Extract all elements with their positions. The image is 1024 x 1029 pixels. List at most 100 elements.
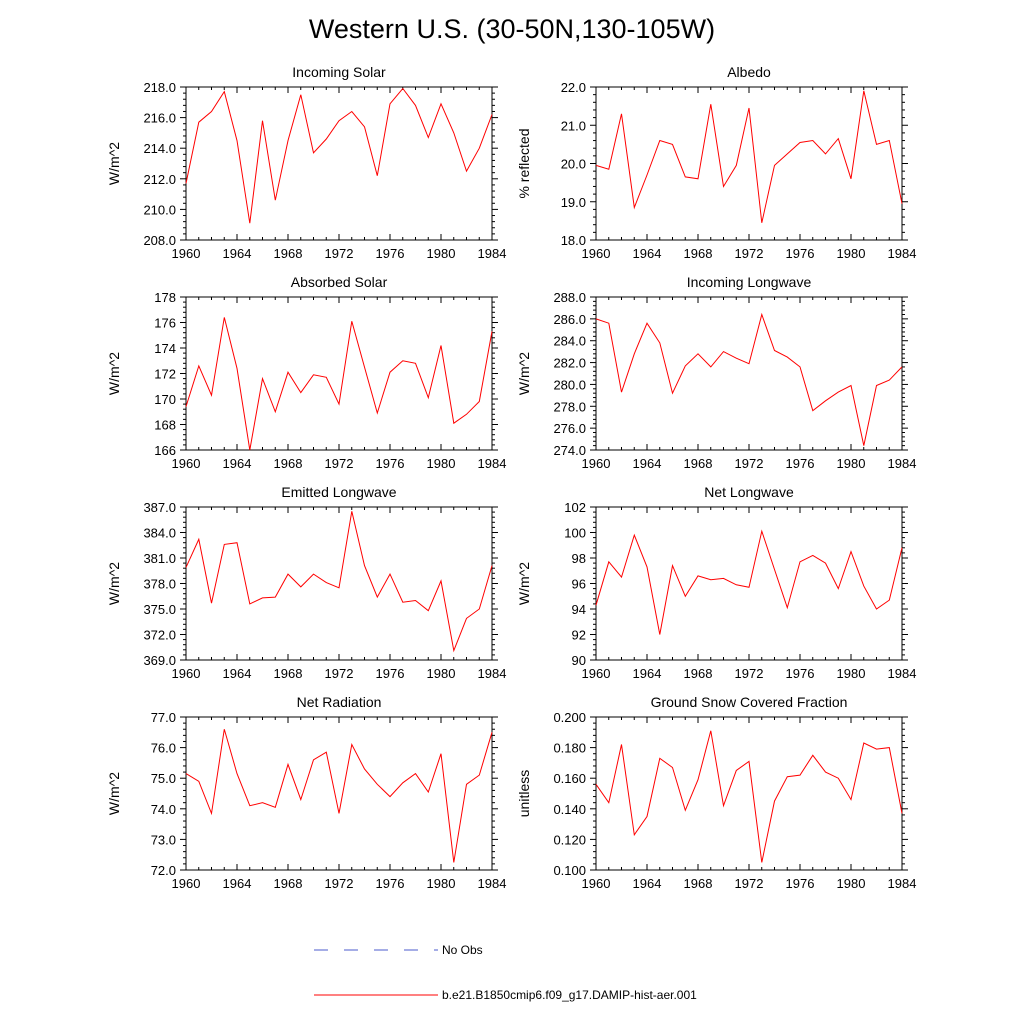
plot-frame	[595, 716, 903, 871]
y-tick-label: 0.180	[553, 741, 586, 756]
x-tick-label: 1976	[786, 666, 815, 681]
x-tick-label: 1964	[633, 876, 662, 891]
series-line	[595, 90, 903, 223]
y-tick-label: 278.0	[553, 399, 586, 414]
y-tick-label: 77.0	[151, 710, 176, 725]
y-axis-label: W/m^2	[106, 772, 122, 815]
x-tick-label: 1964	[223, 666, 252, 681]
series-line	[185, 87, 493, 224]
y-tick-label: 75.0	[151, 771, 176, 786]
figure-title: Western U.S. (30-50N,130-105W)	[309, 14, 715, 44]
panel-title: Incoming Longwave	[687, 274, 812, 290]
series-line	[595, 529, 903, 635]
y-tick-label: 19.0	[561, 195, 586, 210]
y-tick-label: 372.0	[143, 628, 176, 643]
x-tick-label: 1964	[223, 246, 252, 261]
x-tick-label: 1960	[172, 456, 201, 471]
x-tick-label: 1972	[735, 666, 764, 681]
panels: Incoming Solar W/m^2 1960 1964 1968 1972 1976 1…	[106, 64, 916, 891]
y-tick-label: 280.0	[553, 377, 586, 392]
y-tick-label: 92	[572, 628, 586, 643]
x-tick-label: 1968	[274, 666, 303, 681]
panel-title: Net Longwave	[704, 484, 794, 500]
panel: Net Radiation W/m^2 1960 1964 1968 1972 1976 19…	[106, 694, 506, 891]
y-tick-label: 210.0	[143, 202, 176, 217]
x-tick-label: 1972	[325, 876, 354, 891]
panel-title: Incoming Solar	[292, 64, 386, 80]
y-tick-label: 378.0	[143, 577, 176, 592]
x-tick-label: 1964	[633, 666, 662, 681]
y-tick-label: 216.0	[143, 111, 176, 126]
legend: No Obs b.e21.B1850cmip6.f09_g17.DAMIP-hi…	[314, 943, 697, 1002]
y-tick-label: 174	[154, 341, 176, 356]
panel-title: Albedo	[727, 64, 771, 80]
x-tick-label: 1980	[427, 456, 456, 471]
x-tick-label: 1972	[325, 246, 354, 261]
y-tick-label: 0.140	[553, 802, 586, 817]
y-tick-label: 73.0	[151, 832, 176, 847]
y-axis-label: unitless	[516, 770, 532, 817]
x-tick-label: 1964	[223, 456, 252, 471]
y-tick-label: 208.0	[143, 233, 176, 248]
y-tick-label: 369.0	[143, 653, 176, 668]
y-tick-label: 212.0	[143, 172, 176, 187]
y-tick-label: 22.0	[561, 80, 586, 95]
y-tick-label: 284.0	[553, 334, 586, 349]
x-tick-label: 1980	[837, 456, 866, 471]
legend-label-no-obs: No Obs	[442, 943, 483, 957]
y-tick-label: 20.0	[561, 157, 586, 172]
y-tick-label: 276.0	[553, 421, 586, 436]
x-tick-label: 1960	[172, 666, 201, 681]
y-tick-label: 90	[572, 653, 586, 668]
panel: Absorbed Solar W/m^2 1960 1964 1968 1972 1976 1…	[106, 274, 506, 471]
x-tick-label: 1968	[684, 456, 713, 471]
y-tick-label: 168	[154, 418, 176, 433]
y-tick-label: 375.0	[143, 602, 176, 617]
x-tick-label: 1972	[325, 666, 354, 681]
y-tick-label: 0.100	[553, 863, 586, 878]
y-axis-label: W/m^2	[106, 142, 122, 185]
x-tick-label: 1984	[478, 666, 507, 681]
y-tick-label: 288.0	[553, 290, 586, 305]
y-tick-label: 274.0	[553, 443, 586, 458]
y-tick-label: 381.0	[143, 551, 176, 566]
x-tick-label: 1968	[684, 876, 713, 891]
plot-frame	[185, 86, 493, 241]
x-tick-label: 1968	[274, 246, 303, 261]
series-line	[185, 317, 493, 451]
x-tick-label: 1984	[888, 876, 917, 891]
x-tick-label: 1972	[735, 456, 764, 471]
x-tick-label: 1976	[376, 876, 405, 891]
y-axis-label: W/m^2	[106, 352, 122, 395]
panel-title: Net Radiation	[297, 694, 382, 710]
panel: Ground Snow Covered Fraction unitless 1960…	[516, 694, 916, 891]
y-tick-label: 166	[154, 443, 176, 458]
x-tick-label: 1984	[478, 876, 507, 891]
y-tick-label: 94	[572, 602, 586, 617]
x-tick-label: 1968	[684, 666, 713, 681]
x-tick-label: 1984	[888, 456, 917, 471]
y-tick-label: 0.200	[553, 710, 586, 725]
x-tick-label: 1972	[735, 246, 764, 261]
x-tick-label: 1976	[376, 246, 405, 261]
y-tick-label: 102	[564, 500, 586, 515]
x-tick-label: 1980	[427, 876, 456, 891]
x-tick-label: 1972	[325, 456, 354, 471]
y-tick-label: 0.160	[553, 771, 586, 786]
y-tick-label: 384.0	[143, 526, 176, 541]
x-tick-label: 1964	[633, 456, 662, 471]
x-tick-label: 1984	[888, 666, 917, 681]
x-tick-label: 1984	[478, 456, 507, 471]
series-line	[185, 511, 493, 653]
y-tick-label: 176	[154, 316, 176, 331]
x-tick-label: 1964	[223, 876, 252, 891]
x-tick-label: 1976	[376, 666, 405, 681]
plot-frame	[185, 506, 493, 661]
panel: Incoming Longwave W/m^2 1960 1964 1968 1972 19…	[516, 274, 916, 471]
x-tick-label: 1980	[837, 876, 866, 891]
legend-label-model: b.e21.B1850cmip6.f09_g17.DAMIP-hist-aer.…	[442, 988, 697, 1002]
x-tick-label: 1980	[427, 246, 456, 261]
x-tick-label: 1980	[837, 246, 866, 261]
